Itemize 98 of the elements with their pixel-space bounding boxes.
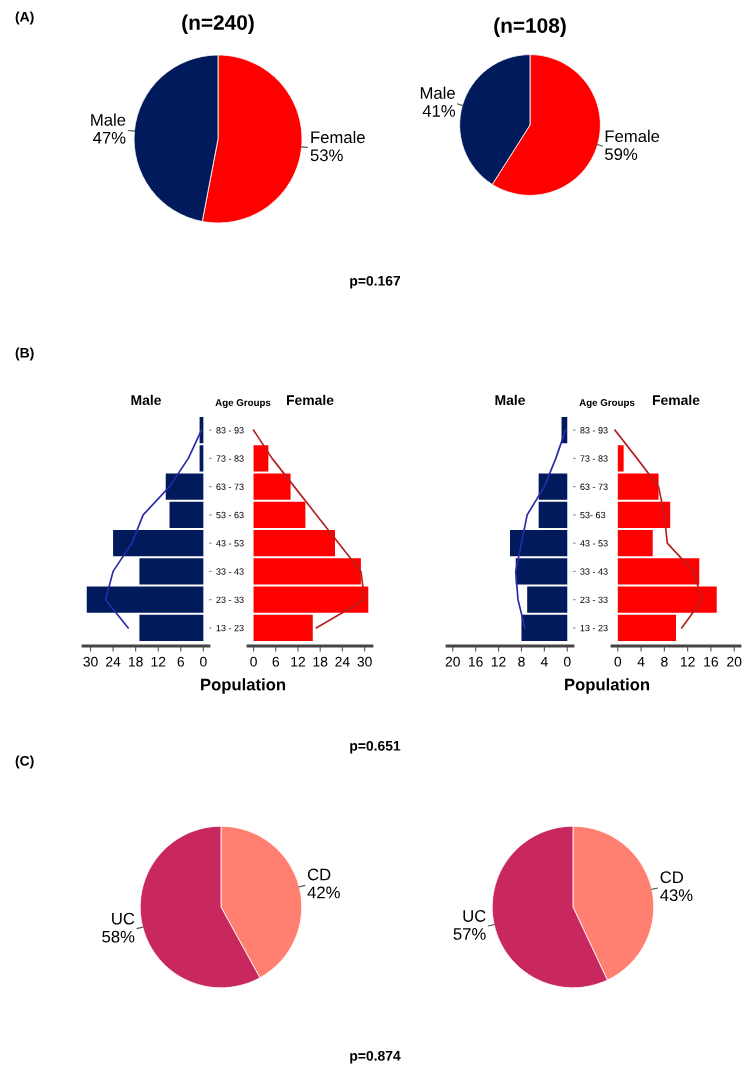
text: (A) (15, 11, 34, 25)
x-axis-title: Population (565, 678, 650, 694)
y-tick-label: 13 - 23 (580, 624, 608, 632)
y-tick-label: 33 - 43 (216, 568, 244, 575)
y-tick-label: 83 - 93 (580, 427, 608, 434)
y-tick-label: 63 - 73 (580, 483, 608, 490)
text: p=0.167 (350, 275, 401, 289)
bar (139, 558, 204, 585)
y-tick-label: 13 - 23 (216, 624, 244, 632)
data-label: 57% (453, 928, 486, 940)
data-label: 43% (660, 889, 693, 902)
x-tick-label: 0 (614, 656, 622, 667)
bar (253, 501, 306, 529)
text: (C) (15, 755, 34, 769)
text: p=0.874 (350, 1050, 401, 1064)
x-tick-label: 16 (468, 656, 483, 667)
bar (617, 586, 717, 613)
data-label: 42% (307, 886, 340, 899)
x-tick-label: 8 (518, 656, 525, 667)
x-tick-label: 30 (83, 656, 98, 667)
bar (169, 501, 204, 529)
y-tick-label: 43 - 53 (216, 540, 244, 547)
bar (253, 586, 369, 613)
slice-label: Female (605, 129, 660, 143)
x-tick-label: 6 (272, 656, 280, 667)
y-tick-label: 53- 63 (580, 511, 606, 519)
bar (86, 586, 204, 613)
x-tick-label: 12 (491, 656, 506, 667)
slice-label: UC (463, 910, 486, 922)
y-tick-label: 53 - 63 (216, 511, 244, 519)
bar (253, 530, 335, 557)
bar (521, 614, 568, 642)
x-tick-label: 4 (637, 656, 645, 667)
data-label: 47% (93, 132, 126, 144)
x-tick-label: 0 (200, 656, 207, 667)
x-tick-label: 16 (704, 656, 719, 667)
chart-title: Male (495, 394, 525, 406)
slice-label: Male (91, 113, 126, 126)
chart-title: Female (287, 394, 334, 406)
slice-label: UC (112, 912, 135, 925)
data-label: 59% (605, 148, 638, 161)
x-tick-label: 24 (106, 656, 121, 667)
y-axis-title: Age Groups (215, 399, 271, 408)
bar (617, 530, 653, 557)
y-tick-label: 83 - 93 (216, 427, 244, 434)
data-label: 41% (422, 105, 456, 117)
y-tick-label: 73 - 83 (580, 455, 608, 462)
y-tick-label: 33 - 43 (580, 568, 608, 575)
bar (538, 501, 568, 529)
chart-title: (n=108) (494, 17, 566, 37)
bar (538, 473, 568, 500)
slice-label: CD (307, 868, 331, 881)
x-tick-label: 24 (335, 656, 350, 667)
x-tick-label: 6 (177, 656, 185, 667)
slice-label: Female (311, 130, 365, 144)
bar (253, 445, 269, 472)
bar (527, 586, 568, 613)
x-tick-label: 12 (291, 656, 305, 667)
data-label: 53% (310, 149, 343, 162)
x-tick-label: 0 (563, 656, 571, 667)
x-tick-label: 8 (661, 656, 668, 667)
slice-label: CD (660, 871, 684, 884)
y-tick-label: 43 - 53 (580, 540, 608, 547)
bar (617, 445, 624, 472)
x-tick-label: 0 (250, 656, 257, 667)
bar (113, 530, 204, 557)
text: (B) (15, 347, 34, 361)
text: p=0.651 (350, 740, 401, 754)
x-tick-label: 30 (357, 656, 372, 667)
chart-title: (n=240) (182, 14, 254, 34)
bar (515, 558, 568, 585)
x-tick-label: 12 (680, 656, 695, 667)
slice-label: Male (420, 86, 455, 99)
bar (253, 614, 313, 642)
bar (617, 558, 700, 585)
x-tick-label: 18 (313, 656, 328, 667)
bar (510, 530, 568, 557)
y-tick-label: 63 - 73 (216, 483, 244, 490)
y-tick-label: 23 - 33 (216, 596, 244, 604)
bar (253, 558, 361, 585)
bar (139, 614, 204, 642)
x-tick-label: 4 (540, 656, 548, 667)
x-tick-label: 18 (128, 656, 143, 667)
chart-title: Male (131, 394, 161, 406)
bar (617, 501, 671, 529)
x-tick-label: 20 (445, 656, 460, 667)
bar (165, 473, 204, 500)
x-tick-label: 12 (151, 656, 166, 667)
data-label: 58% (102, 930, 135, 943)
y-tick-label: 73 - 83 (216, 455, 244, 462)
x-tick-label: 20 (727, 656, 742, 667)
bar (617, 614, 676, 642)
y-tick-label: 23 - 33 (580, 596, 608, 604)
chart-title: Female (653, 394, 700, 406)
bar (253, 473, 291, 500)
x-axis-title: Population (201, 678, 286, 694)
bar (617, 473, 659, 500)
y-axis-title: Age Groups (579, 399, 635, 408)
